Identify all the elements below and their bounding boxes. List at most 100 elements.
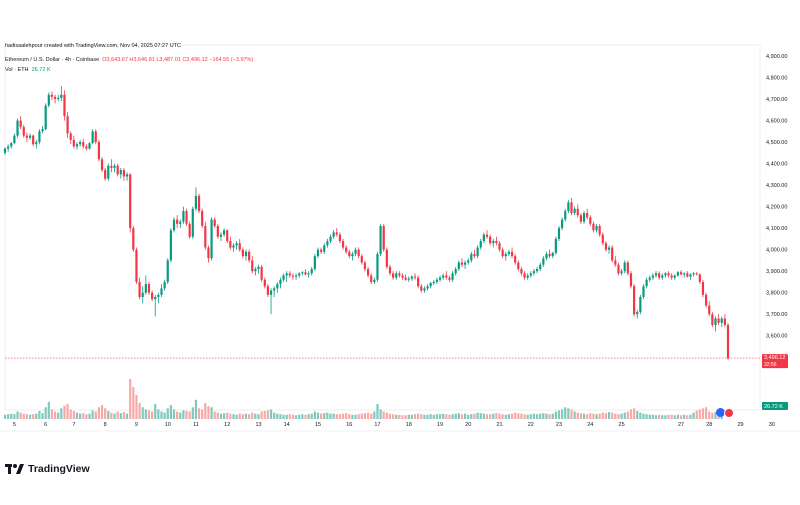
candle-body (94, 131, 97, 143)
volume-bar (573, 411, 576, 419)
volume-bar (285, 414, 288, 419)
candle-body (179, 221, 182, 224)
volume-bar (592, 413, 595, 419)
volume-bar (460, 414, 464, 419)
volume-bar (654, 415, 658, 419)
x-tick-label: 14 (284, 422, 290, 428)
candle-body (520, 269, 523, 274)
candle-body (504, 253, 507, 257)
candle-body (176, 219, 179, 224)
candle-body (601, 234, 604, 244)
volume-bar (135, 395, 138, 419)
candle-body (438, 277, 442, 280)
candle-body (197, 195, 201, 211)
candle-body (53, 96, 57, 100)
y-tick-label: 4,400.00 (766, 162, 787, 168)
candle-body (301, 272, 304, 274)
candle-body (244, 251, 248, 257)
x-tick-label: 23 (556, 422, 562, 428)
us-flag-icon[interactable] (724, 408, 734, 418)
candle-body (338, 234, 341, 242)
candle-body (413, 276, 417, 278)
volume-bar (232, 414, 235, 419)
volume-bar (213, 411, 216, 419)
candle-body (667, 273, 670, 276)
candle-body (238, 243, 241, 250)
volume-bar (366, 412, 370, 419)
volume-bar (82, 413, 85, 419)
candle-body (470, 253, 473, 261)
candle-body (410, 276, 413, 279)
volume-bar (194, 399, 198, 419)
candle-body (686, 273, 689, 277)
volume-bar (407, 414, 410, 419)
candle-body (442, 275, 445, 278)
volume-bar (176, 411, 179, 419)
volume-bar (579, 413, 582, 419)
candle-body (379, 225, 382, 254)
candle-body (423, 288, 426, 291)
volume-bar (423, 414, 426, 419)
volume-bar (611, 412, 614, 419)
volume-bar (510, 413, 514, 419)
candle-body (626, 262, 629, 274)
volume-bar (316, 412, 320, 419)
volume-bar (473, 413, 476, 419)
volume-bar (598, 413, 601, 419)
candle-body (551, 252, 554, 257)
volume-bar (395, 414, 398, 419)
volume-bar (692, 412, 695, 419)
x-tick-label: 11 (193, 422, 199, 428)
candle-body (670, 275, 673, 278)
candle-body (28, 135, 32, 138)
candle-body (604, 243, 608, 250)
volume-bar (197, 408, 201, 419)
candle-body (476, 247, 479, 257)
volume-bar (201, 409, 204, 419)
volume-bar (489, 414, 492, 419)
ohlc-values: O3,643.67 H3,646.81 L3,487.01 C3,496.12 … (102, 57, 254, 63)
candle-body (451, 273, 454, 280)
volume-bar (88, 413, 91, 419)
x-tick-label: 27 (678, 422, 684, 428)
candle-body (617, 264, 620, 274)
candle-body (298, 273, 301, 276)
y-tick-label: 4,900.00 (766, 54, 787, 60)
volume-bar (141, 407, 144, 419)
brand[interactable]: TradingView (5, 463, 90, 475)
candle-body (144, 284, 147, 293)
candle-body (535, 269, 539, 272)
volume-bar (589, 413, 592, 419)
volume-bar (586, 414, 589, 419)
volume-bar (244, 413, 248, 419)
candle-body (407, 278, 410, 280)
volume-bar (63, 405, 66, 419)
volume-bar (188, 411, 191, 419)
candle-body (119, 170, 122, 175)
candle-body (654, 273, 658, 276)
candle-body (69, 133, 72, 140)
volume-bar (636, 411, 639, 419)
volume-bar (507, 414, 511, 419)
y-tick-label: 4,300.00 (766, 183, 787, 189)
volume-bar (426, 414, 429, 419)
x-tick-label: 29 (737, 422, 743, 428)
candle-body (695, 273, 698, 275)
volume-axis-box (762, 402, 788, 410)
x-tick-label: 10 (165, 422, 171, 428)
candle-body (160, 288, 163, 295)
volume-bar (269, 409, 273, 419)
candle-body (88, 143, 91, 149)
volume-bar (53, 411, 57, 419)
event-marker-icon[interactable] (716, 408, 725, 417)
volume-bar (701, 408, 705, 419)
volume-bar (357, 414, 360, 419)
volume-bar (523, 414, 526, 419)
volume-bar (13, 414, 16, 419)
volume-bar (172, 409, 176, 419)
candle-body (629, 273, 633, 287)
volume-bar (482, 413, 485, 419)
x-tick-label: 12 (224, 422, 230, 428)
volume-bar (97, 407, 100, 419)
volume-bar (310, 413, 313, 419)
